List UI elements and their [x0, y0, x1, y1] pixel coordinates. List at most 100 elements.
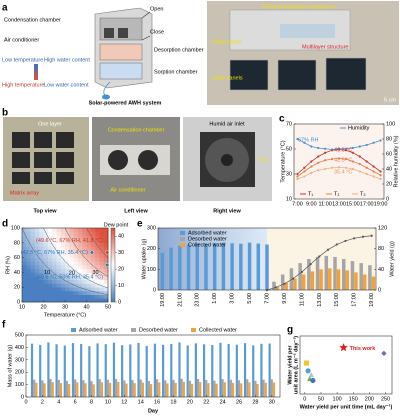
plot-background	[294, 124, 384, 199]
bar	[333, 256, 337, 290]
heat-cell	[103, 265, 109, 269]
heat-cell	[43, 276, 49, 281]
legend-label: Adsorbed water	[79, 327, 118, 333]
bar	[212, 242, 217, 290]
marker	[310, 160, 313, 163]
marker	[344, 166, 348, 169]
heat-cell	[47, 290, 53, 295]
annotation: 35.4 °C	[334, 169, 352, 175]
heat-cell	[90, 279, 96, 284]
heat-cell	[69, 231, 74, 236]
bar	[354, 272, 358, 290]
axis-title: Day	[148, 408, 159, 414]
heat-cell	[22, 257, 27, 262]
heat-cell	[82, 298, 87, 303]
marker	[317, 155, 320, 158]
contour-label: 10	[44, 270, 50, 276]
heat-cell	[99, 253, 104, 258]
heat-cell	[65, 250, 70, 255]
heat-cell	[60, 235, 66, 240]
label: Close	[150, 29, 164, 35]
heat-cell	[34, 268, 40, 273]
heat-cell	[103, 290, 109, 295]
heat-cell	[30, 287, 36, 292]
heat-cell	[43, 265, 49, 269]
heat-cell	[60, 287, 66, 292]
bar	[229, 379, 232, 397]
bar	[43, 383, 46, 397]
bar	[237, 380, 241, 397]
legend-label: Collected water	[199, 327, 237, 333]
bar	[84, 383, 87, 397]
heat-cell	[60, 265, 66, 269]
marker	[303, 175, 306, 178]
heat-cell	[82, 246, 87, 251]
tick-label: 14	[138, 399, 144, 405]
marker	[324, 159, 327, 162]
marker	[358, 145, 361, 148]
heat-cell	[30, 276, 36, 281]
heat-cell	[69, 294, 74, 299]
bar	[90, 381, 93, 397]
heat-cell	[39, 298, 44, 303]
contour-label: 20	[69, 270, 75, 276]
legend-label: T₁	[308, 191, 313, 197]
heat-cell	[103, 239, 109, 244]
bar	[315, 256, 320, 290]
heat-cell	[26, 272, 31, 277]
marker	[351, 160, 354, 163]
heat-cell	[90, 265, 96, 269]
heat-cell	[52, 294, 57, 299]
legend-label: Desorbed water	[139, 327, 178, 333]
x-tick-label: 3:00	[230, 293, 236, 304]
axis-title: Water uptake (g)	[141, 238, 147, 279]
heat-cell	[26, 257, 31, 262]
heat-cell	[39, 283, 44, 288]
heat-cell	[22, 298, 27, 303]
bar	[223, 382, 226, 397]
heat-cell	[39, 246, 44, 251]
heat-cell	[77, 261, 83, 266]
axis-title: Mass of water (g)	[7, 345, 13, 388]
heat-cell	[65, 287, 70, 292]
heat-cell	[60, 231, 66, 236]
heat-cell	[82, 265, 87, 269]
bar	[96, 343, 99, 397]
heat-cell	[60, 257, 66, 262]
tick-label: 150	[349, 396, 358, 402]
heat-cell	[82, 235, 87, 240]
heat-cell	[90, 290, 96, 295]
heat-cell	[30, 257, 36, 262]
heat-cell	[95, 257, 100, 262]
x-tick-label: 13:00	[332, 201, 346, 207]
heat-cell	[52, 257, 57, 262]
heat-cell	[103, 261, 109, 266]
heat-cell	[30, 290, 36, 295]
bar	[186, 244, 191, 290]
contour-line	[64, 227, 109, 277]
heat-cell	[69, 257, 74, 262]
legend-label: T₃	[360, 191, 366, 197]
x-tick-label: 9:00	[282, 293, 288, 304]
heat-cell	[90, 239, 96, 244]
heat-cell	[22, 235, 27, 240]
heat-cell	[77, 253, 83, 258]
tick-label: 40	[386, 166, 392, 172]
tick-label: 120	[378, 225, 387, 231]
heat-cell	[99, 235, 104, 240]
panel-label: f	[2, 320, 6, 331]
heat-cell	[22, 253, 27, 258]
heat-cell	[73, 231, 79, 236]
heat-cell	[39, 294, 44, 299]
marker	[361, 235, 365, 238]
tick-label: 22	[203, 399, 209, 405]
bar	[221, 242, 226, 290]
heat-cell	[39, 279, 44, 284]
heat-cell	[73, 250, 79, 255]
heat-cell	[43, 257, 49, 262]
heat-cell	[99, 261, 104, 266]
bar	[149, 384, 153, 397]
marker	[330, 157, 334, 161]
heat-cell	[82, 290, 87, 295]
heat-cell	[95, 231, 100, 236]
